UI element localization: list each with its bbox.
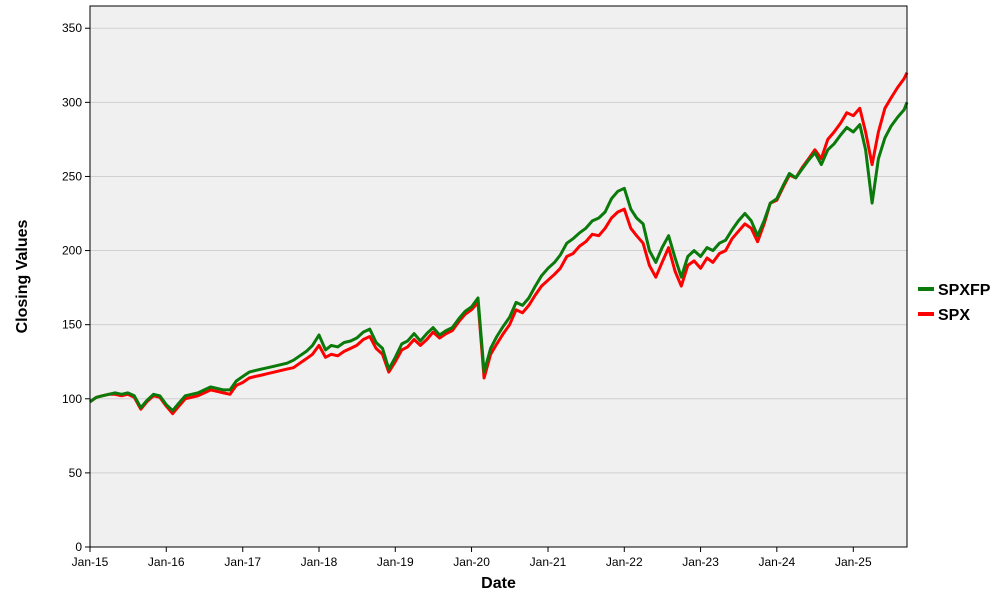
y-axis-title: Closing Values xyxy=(14,219,31,333)
x-tick-label: Jan-18 xyxy=(301,555,338,569)
series-line-spxfp xyxy=(89,101,909,413)
y-tick-label: 300 xyxy=(62,95,82,109)
y-axis: 0 50 100 150 200 250 300 350 xyxy=(62,21,90,554)
x-tick-label: Jan-22 xyxy=(606,555,643,569)
y-tick-label: 350 xyxy=(62,21,82,35)
y-tick-label: 0 xyxy=(75,540,82,554)
series-lines xyxy=(89,72,909,416)
y-tick-label: 100 xyxy=(62,392,82,406)
x-tick-label: Jan-25 xyxy=(835,555,872,569)
x-axis-title: Date xyxy=(481,575,516,592)
legend-label-spxfp: SPXFP xyxy=(938,282,991,299)
plot-frame xyxy=(89,5,908,548)
x-tick-label: Jan-16 xyxy=(148,555,185,569)
y-tick-label: 50 xyxy=(69,466,83,480)
y-tick-label: 250 xyxy=(62,169,82,183)
legend-label-spx: SPX xyxy=(938,307,970,324)
x-tick-label: Jan-23 xyxy=(682,555,719,569)
legend: SPXFP SPX xyxy=(918,282,991,324)
x-tick-label: Jan-19 xyxy=(377,555,414,569)
y-tick-label: 200 xyxy=(62,244,82,258)
x-tick-label: Jan-21 xyxy=(530,555,567,569)
gridlines xyxy=(90,27,907,474)
x-axis: Jan-15 Jan-16 Jan-17 Jan-18 Jan-19 Jan-20 Jan-… xyxy=(72,547,872,569)
x-tick-label: Jan-20 xyxy=(453,555,490,569)
x-tick-label: Jan-17 xyxy=(224,555,261,569)
y-tick-label: 150 xyxy=(62,318,82,332)
x-tick-label: Jan-15 xyxy=(72,555,109,569)
plot-area xyxy=(90,6,907,547)
x-tick-label: Jan-24 xyxy=(758,555,795,569)
